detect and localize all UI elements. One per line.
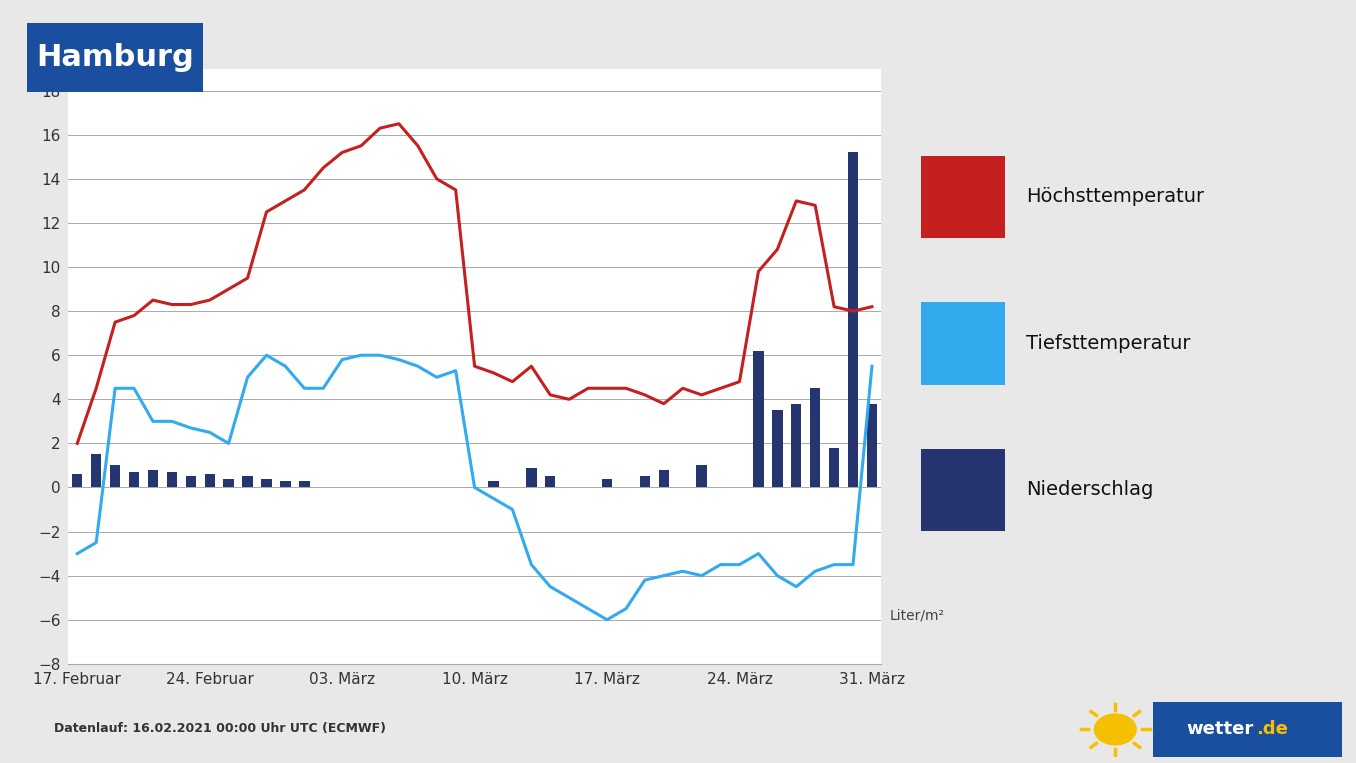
- Bar: [772, 410, 782, 488]
- Bar: [129, 472, 140, 488]
- Text: Datenlauf: 16.02.2021 00:00 Uhr UTC (ECMWF): Datenlauf: 16.02.2021 00:00 Uhr UTC (ECM…: [54, 723, 386, 736]
- Bar: [300, 481, 309, 488]
- Bar: [526, 468, 537, 488]
- Bar: [810, 388, 820, 488]
- Bar: [659, 470, 669, 488]
- Bar: [262, 478, 271, 488]
- Bar: [753, 351, 763, 488]
- Bar: [186, 476, 197, 488]
- Bar: [640, 476, 650, 488]
- Text: Hamburg: Hamburg: [37, 43, 194, 72]
- Text: Niederschlag: Niederschlag: [1026, 481, 1154, 499]
- Bar: [866, 404, 877, 488]
- Text: wetter: wetter: [1186, 720, 1254, 739]
- Bar: [697, 465, 706, 488]
- Bar: [488, 481, 499, 488]
- FancyBboxPatch shape: [921, 302, 1005, 385]
- Bar: [91, 455, 102, 488]
- Bar: [205, 475, 214, 488]
- Bar: [848, 153, 858, 488]
- Bar: [167, 472, 178, 488]
- Bar: [72, 475, 83, 488]
- Bar: [281, 481, 290, 488]
- Bar: [148, 470, 159, 488]
- Bar: [545, 476, 556, 488]
- Text: Tiefsttemperatur: Tiefsttemperatur: [1026, 334, 1191, 353]
- FancyBboxPatch shape: [921, 156, 1005, 238]
- FancyBboxPatch shape: [921, 449, 1005, 531]
- Bar: [829, 448, 839, 488]
- Circle shape: [1094, 714, 1136, 745]
- Bar: [243, 476, 252, 488]
- Bar: [224, 478, 233, 488]
- Text: Höchsttemperatur: Höchsttemperatur: [1026, 188, 1204, 206]
- Bar: [110, 465, 121, 488]
- Bar: [791, 404, 801, 488]
- Bar: [602, 478, 613, 488]
- Text: Liter/m²: Liter/m²: [890, 608, 945, 622]
- Text: .de: .de: [1256, 720, 1288, 739]
